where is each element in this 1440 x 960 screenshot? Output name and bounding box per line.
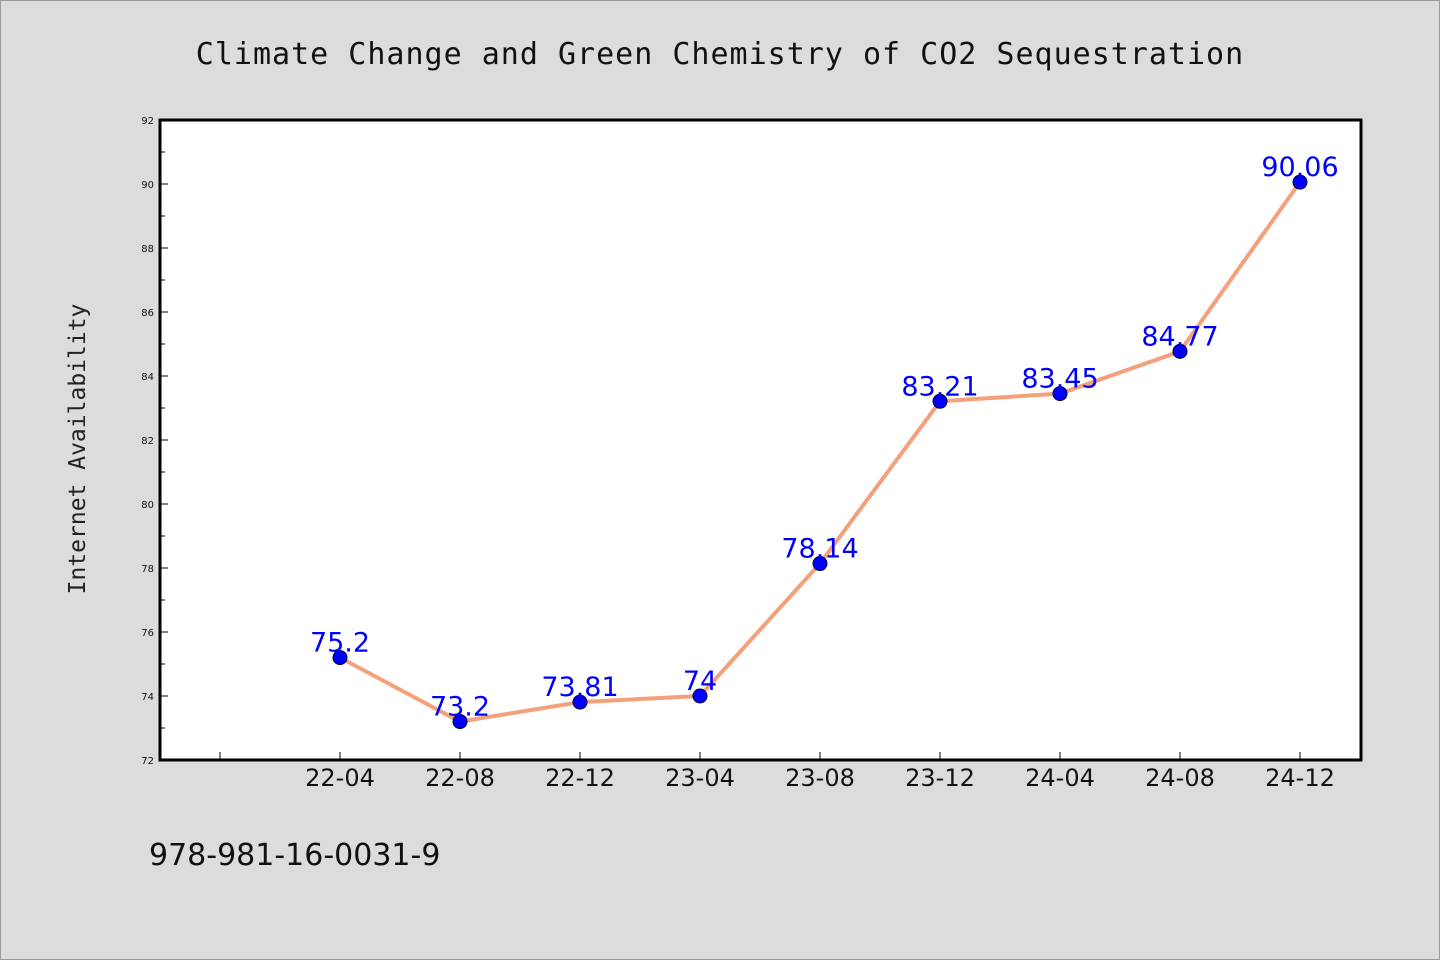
y-tick-label: 72 — [141, 756, 154, 767]
data-label: 84.77 — [1141, 321, 1218, 352]
x-tick-label: 23-04 — [665, 764, 735, 792]
data-point — [932, 393, 948, 409]
data-point — [572, 694, 588, 710]
y-tick-label: 86 — [141, 308, 154, 319]
y-axis: 72 74 76 78 80 82 84 86 88 90 92 — [141, 116, 168, 767]
x-axis: 22-04 22-08 22-12 23-04 23-08 23-12 24-04 24-08… — [219, 752, 1335, 792]
plot-area — [158, 118, 1363, 762]
data-label: 90.06 — [1261, 152, 1338, 183]
data-point — [1172, 343, 1188, 359]
data-point — [1052, 386, 1068, 402]
x-tick-label: 23-12 — [905, 764, 975, 792]
data-label: 83.21 — [901, 371, 978, 402]
x-tick-label: 24-12 — [1265, 764, 1335, 792]
series-layer — [332, 174, 1308, 730]
data-label: 75.2 — [310, 628, 370, 659]
data-point — [332, 650, 348, 666]
data-point — [692, 688, 708, 704]
y-tick-label: 74 — [141, 692, 154, 703]
data-label: 73.2 — [430, 692, 490, 723]
y-tick-label: 84 — [141, 372, 154, 383]
data-point — [812, 556, 828, 572]
y-tick-label: 92 — [141, 116, 154, 127]
data-point — [452, 714, 468, 730]
data-label: 78.14 — [781, 534, 858, 565]
x-tick-label: 24-04 — [1025, 764, 1095, 792]
x-tick-label: 22-04 — [305, 764, 375, 792]
data-point — [1292, 174, 1308, 190]
y-tick-label: 88 — [141, 244, 154, 255]
y-tick-label: 80 — [141, 500, 154, 511]
y-tick-label: 90 — [141, 180, 154, 191]
x-tick-label: 22-08 — [425, 764, 495, 792]
x-tick-label: 23-08 — [785, 764, 855, 792]
x-tick-label: 22-12 — [545, 764, 615, 792]
y-tick-label: 78 — [141, 564, 154, 575]
data-label: 73.81 — [541, 672, 618, 703]
footer-code: 978-981-16-0031-9 — [149, 838, 440, 873]
data-label-layer: 75.2 73.2 73.81 74 78.14 83.21 83.45 84.77 90.06 — [310, 152, 1339, 723]
x-tick-label: 24-08 — [1145, 764, 1215, 792]
y-tick-label: 82 — [141, 436, 154, 447]
data-label: 83.45 — [1021, 364, 1098, 395]
y-tick-label: 76 — [141, 628, 154, 639]
chart-title: Climate Change and Green Chemistry of CO… — [196, 37, 1244, 72]
y-axis-label: Internet Availability — [65, 304, 91, 595]
data-label: 74 — [683, 666, 717, 697]
